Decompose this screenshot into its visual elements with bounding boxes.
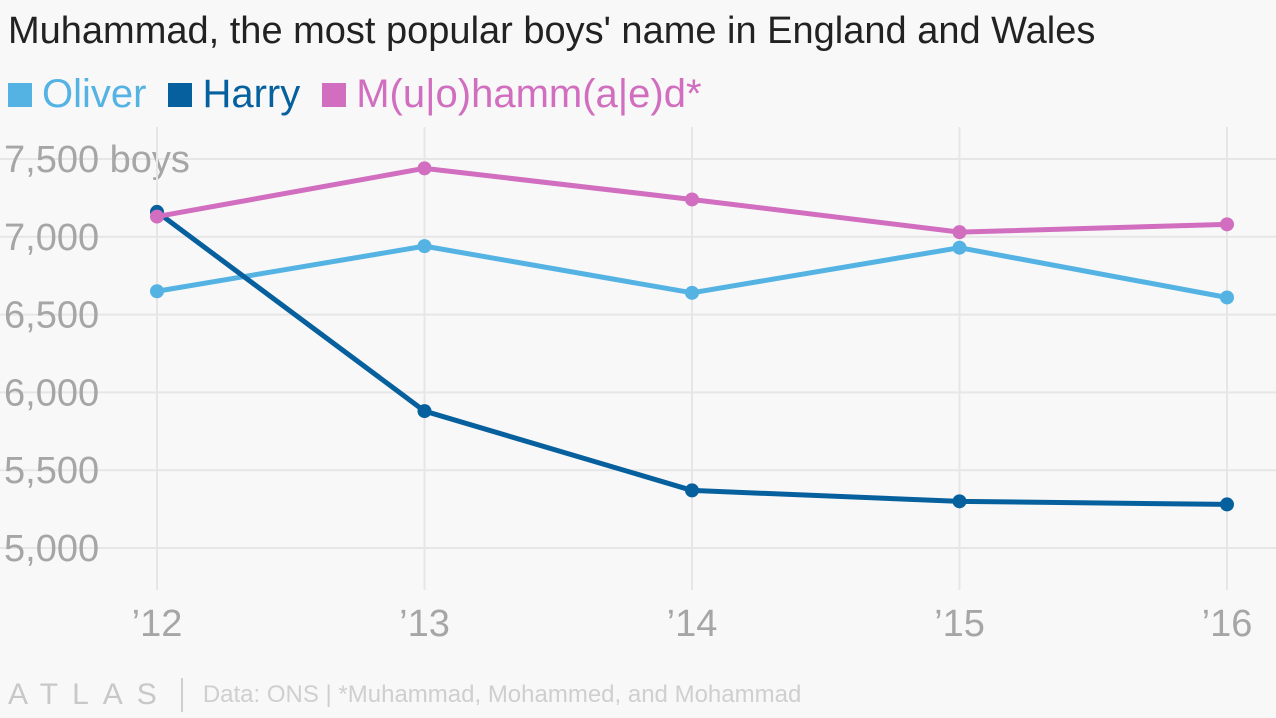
legend-item: Oliver xyxy=(8,72,146,117)
data-point-0 xyxy=(1220,290,1234,305)
legend-item: M(u|o)hamm(a|e)d* xyxy=(322,72,702,117)
legend-swatch xyxy=(168,82,193,107)
data-point-0 xyxy=(952,240,967,255)
x-tick-label: ’16 xyxy=(1202,603,1253,645)
legend-swatch xyxy=(322,82,347,107)
x-tick-label: ’14 xyxy=(667,603,718,645)
x-tick-label: ’15 xyxy=(934,603,985,645)
chart-legend: Oliver Harry M(u|o)hamm(a|e)d* xyxy=(8,72,724,117)
source-note: Data: ONS | *Muhammad, Mohammed, and Moh… xyxy=(202,681,802,708)
y-tick-label: 7,500 boys xyxy=(4,139,190,181)
atlas-logo: ATLAS xyxy=(8,678,171,711)
legend-label: Harry xyxy=(202,72,301,116)
chart-footer: ATLAS Data: ONS | *Muhammad, Mohammed, a… xyxy=(8,678,801,712)
data-point-1 xyxy=(417,404,432,419)
footer-divider xyxy=(180,678,183,712)
chart-title: Muhammad, the most popular boys' name in… xyxy=(8,10,1096,52)
data-point-2 xyxy=(952,225,967,240)
data-point-2 xyxy=(1220,217,1234,232)
y-tick-label: 6,000 xyxy=(4,372,99,414)
data-point-1 xyxy=(952,494,967,509)
data-point-1 xyxy=(1220,497,1234,512)
data-point-2 xyxy=(685,192,699,207)
legend-label: Oliver xyxy=(42,72,147,116)
x-tick-label: ’13 xyxy=(399,603,450,645)
x-tick-label: ’12 xyxy=(132,603,183,645)
legend-label: M(u|o)hamm(a|e)d* xyxy=(356,72,702,116)
y-tick-label: 5,000 xyxy=(4,528,99,570)
data-point-2 xyxy=(417,161,432,176)
data-point-0 xyxy=(417,239,432,254)
y-tick-label: 6,500 xyxy=(4,295,99,337)
data-point-0 xyxy=(685,285,699,300)
data-point-2 xyxy=(150,209,164,224)
y-tick-label: 7,000 xyxy=(4,217,99,259)
y-tick-label: 5,500 xyxy=(4,450,99,492)
data-point-1 xyxy=(685,483,699,498)
legend-swatch xyxy=(8,82,32,107)
legend-item: Harry xyxy=(168,72,300,117)
data-point-0 xyxy=(150,284,164,299)
